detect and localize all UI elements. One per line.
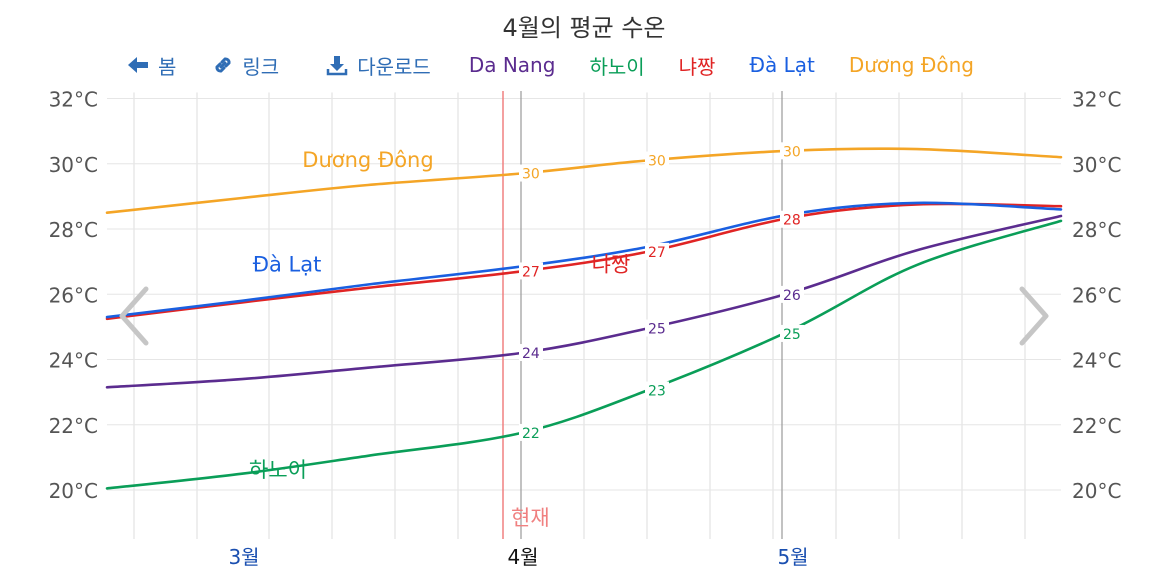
data-label-background [780,142,804,160]
data-label-background [519,344,543,362]
legend-item-duong-dong[interactable]: Dương Đông [848,53,974,77]
back-button-label: 봄 [158,54,177,79]
data-label-da-nang: 25 [648,322,666,338]
link-icon [215,57,231,73]
y-tick-label-right: 20°C [1072,479,1121,503]
data-label-background [645,151,669,169]
page-title: 4월의 평균 수온 [502,14,666,42]
data-label-background [780,285,804,303]
back-button[interactable]: 봄 [126,51,176,80]
series-line-da-lat [105,201,1063,319]
download-icon [326,56,348,76]
data-label--: 23 [648,384,666,400]
series-line-da-nang [105,214,1063,389]
chart-toolbar: 봄 링크 다운로드 Da Nang 하노이 냐짱 Đà Lạt Dương Đô… [126,50,974,80]
month-label: 4월 [507,545,538,569]
y-tick-label-right: 30°C [1072,153,1121,177]
data-label-background [519,423,543,441]
data-label-background [780,210,804,228]
y-tick-label-right: 26°C [1072,283,1121,307]
y-tick-label-left: 24°C [49,349,98,373]
data-label--: 25 [783,327,801,343]
series-line-- [105,219,1063,490]
data-label--: 27 [648,245,666,261]
y-tick-label-left: 20°C [49,479,98,503]
data-label--: 22 [522,426,540,442]
data-label-background [519,262,543,280]
series-name-label-duong-dong: Dương Đông [302,148,433,172]
y-tick-label-right: 32°C [1072,88,1121,112]
data-label-background [519,164,543,182]
arrow-left-icon [128,57,148,73]
y-tick-label-left: 28°C [49,218,98,242]
data-label-da-nang: 26 [783,288,801,304]
y-tick-label-right: 28°C [1072,218,1121,242]
y-tick-label-left: 30°C [49,153,98,177]
y-tick-label-right: 22°C [1072,414,1121,438]
y-tick-label-right: 24°C [1072,349,1121,373]
data-label-duong-dong: 30 [783,144,801,160]
link-button-label: 링크 [242,54,280,79]
data-label-background [645,319,669,337]
legend-item-da-lat[interactable]: Đà Lạt [749,53,815,77]
y-tick-label-left: 22°C [49,414,98,438]
link-button[interactable]: 링크 [212,51,279,80]
y-tick-label-left: 26°C [49,283,98,307]
series-name-label-da-lat: Đà Lạt [253,252,322,276]
legend-item-nha-trang[interactable]: 냐짱 [678,54,716,79]
data-label-da-nang: 24 [522,346,540,362]
data-label--: 27 [522,264,540,280]
data-label-duong-dong: 30 [522,167,540,183]
download-button[interactable]: 다운로드 [325,51,431,80]
chevron-right-icon [1019,286,1049,346]
chevron-left-icon [119,286,149,346]
y-tick-label-left: 32°C [49,88,98,112]
download-button-label: 다운로드 [357,54,431,79]
data-label-background [645,381,669,399]
series-name-label--: 하노이 [249,458,307,482]
data-label-background [645,242,669,260]
data-label-background [780,324,804,342]
data-label--: 28 [783,213,801,229]
legend-item-da-nang[interactable]: Da Nang [468,53,556,77]
current-date-label: 현재 [511,506,550,530]
next-month-button[interactable] [1012,285,1056,347]
series-name-label--: 냐짱 [592,252,631,276]
legend-item-hanoi[interactable]: 하노이 [589,54,645,79]
prev-month-button[interactable] [112,285,156,347]
month-label[interactable]: 3월 [228,545,259,569]
month-label[interactable]: 5월 [777,545,808,569]
series-line-- [105,202,1063,321]
data-label-duong-dong: 30 [648,153,666,169]
series-line-duong-dong [105,147,1063,214]
